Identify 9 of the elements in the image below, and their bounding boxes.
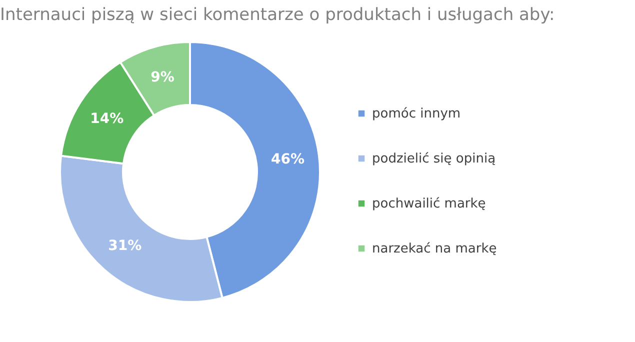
data-label: 14% bbox=[90, 111, 124, 128]
data-label: 46% bbox=[270, 152, 304, 168]
legend-label: narzekać na markę bbox=[372, 242, 497, 256]
legend-label: pochwailić markę bbox=[372, 196, 486, 212]
chart-title: Internauci piszą w sieci komentarze o produktach i usługach aby: bbox=[0, 5, 555, 25]
data-label: 9% bbox=[150, 69, 174, 86]
legend-label: podzielić się opinią bbox=[372, 152, 496, 166]
data-label: 31% bbox=[108, 238, 142, 254]
legend-label: pomóc innym bbox=[372, 106, 461, 122]
